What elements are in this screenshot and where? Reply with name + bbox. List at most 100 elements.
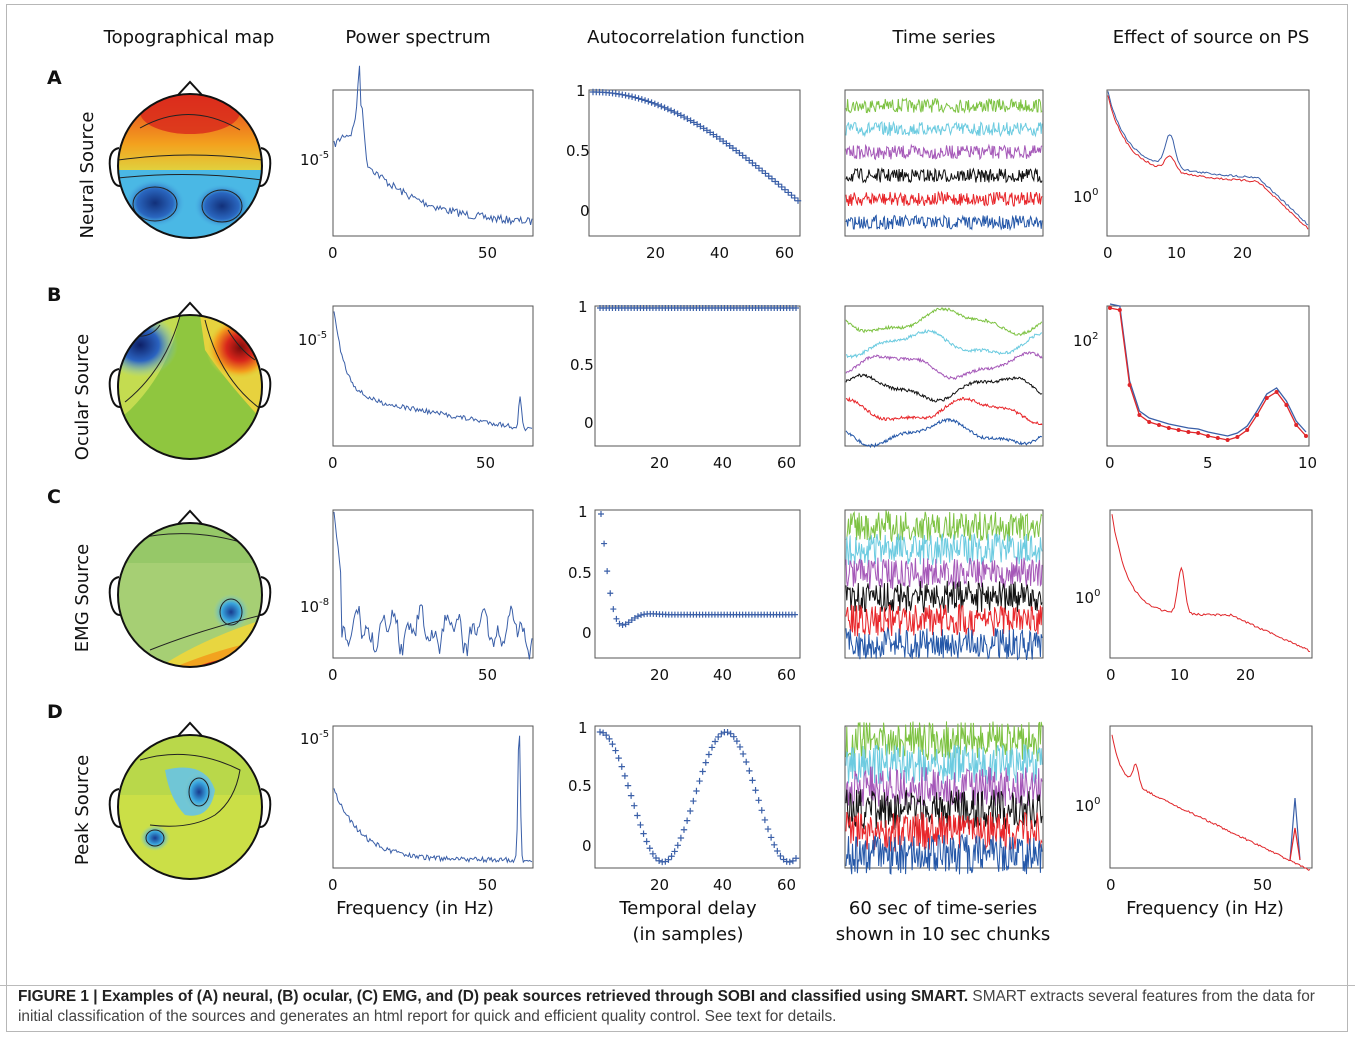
acf-d-marker: [603, 731, 610, 739]
acf-b-ytick-0: 0: [584, 414, 594, 432]
eff-frame-c: [1109, 509, 1313, 659]
ps-d-trace: [333, 735, 533, 864]
acf-d-marker: [715, 733, 722, 741]
acf-a-marker: [710, 131, 717, 138]
row-label-neural: Neural Source: [77, 112, 98, 239]
acf-d-marker: [671, 848, 678, 855]
acf-d-marker: [764, 825, 772, 833]
eff-b-red-dot: [1186, 430, 1191, 434]
acf-d-xtick-60: 60: [777, 876, 796, 894]
ps-frame-d: [332, 725, 534, 869]
acf-d-marker: [609, 740, 616, 748]
acf-c-xtick-40: 40: [713, 666, 732, 684]
eff-b-red-dot: [1196, 431, 1201, 435]
ts-b-series-3: [845, 373, 1043, 403]
figure-caption: FIGURE 1 | Examples of (A) neural, (B) o…: [18, 987, 1338, 1027]
acf-d-marker: [708, 744, 716, 751]
ts-d-series-5: [845, 833, 1043, 875]
acf-b-marker: [793, 305, 799, 311]
acf-c-marker: [638, 612, 645, 619]
acf-a-marker: [700, 125, 707, 132]
acf-a-marker: [687, 117, 694, 124]
eff-c-ytick: 100: [1075, 588, 1100, 607]
ts-a-series-4: [845, 190, 1043, 207]
acf-xlabel-line1: Temporal delay: [618, 898, 757, 919]
eff-c-xtick-0: 0: [1106, 666, 1116, 684]
acf-d-marker: [752, 787, 759, 794]
ps-b-trace: [333, 311, 533, 432]
ts-d-series-0: [845, 721, 1043, 762]
acf-a-marker: [732, 147, 740, 154]
eff-d-blue-peak: [1289, 797, 1301, 861]
eff-frame-a: [1106, 89, 1310, 237]
acf-b-xtick-40: 40: [713, 454, 732, 472]
eff-b-red-dot: [1206, 434, 1210, 438]
ps-xlabel: Frequency (in Hz): [336, 898, 494, 919]
acf-a-marker: [658, 103, 665, 110]
topo-map-emg: [108, 509, 272, 668]
acf-d-marker: [621, 772, 629, 780]
acf-d-marker: [615, 754, 622, 762]
acf-a-marker: [645, 98, 652, 105]
eff-b-red-dot: [1166, 426, 1171, 430]
acf-b-ytick-05: 0.5: [570, 356, 594, 374]
acf-a-xtick-20: 20: [646, 244, 665, 262]
eff-c-red: [1111, 514, 1311, 653]
eff-b-red-dot: [1255, 413, 1259, 417]
eff-b-red-dot: [1284, 403, 1289, 407]
acf-d-marker: [643, 838, 650, 845]
ts-d-series-3: [845, 789, 1043, 830]
eff-b-red-dot: [1108, 306, 1112, 310]
acf-d-marker: [739, 750, 747, 758]
acf-a-marker: [651, 100, 659, 107]
acf-frame-c: [594, 509, 801, 659]
figure-frame: [6, 4, 1348, 1032]
ps-frame-b: [332, 305, 534, 447]
eff-d-xtick-0: 0: [1106, 876, 1116, 894]
eff-b-red-dot: [1274, 390, 1279, 394]
row-labels: A B C D Neural Source Ocular Source EMG …: [47, 67, 98, 865]
acf-d-marker: [612, 747, 619, 754]
row-letter-b: B: [47, 284, 61, 306]
ps-a-trace: [333, 65, 533, 226]
ts-b-series-0: [845, 307, 1043, 337]
ts-c-series-0: [845, 510, 1043, 542]
acf-c-ytick-1: 1: [578, 503, 588, 521]
acf-c-marker: [634, 613, 641, 620]
eff-b-red-dot: [1225, 438, 1230, 442]
acf-a-marker: [638, 96, 646, 103]
ts-b-series-1: [846, 328, 1043, 360]
acf-a-marker: [759, 167, 766, 174]
ts-c-series-5: [845, 626, 1043, 661]
acf-c-marker: [607, 590, 614, 597]
acf-d-marker: [727, 730, 734, 737]
eff-b-red-dot: [1176, 428, 1181, 432]
ps-b-xtick-50: 50: [476, 454, 495, 472]
eff-b-blue: [1109, 303, 1307, 437]
ps-frame-c: [332, 509, 534, 659]
acf-c-marker: [631, 614, 638, 621]
eff-b-red-dot: [1294, 423, 1299, 427]
acf-a-marker: [664, 105, 672, 113]
acf-a-marker: [619, 91, 626, 98]
row-letter-c: C: [47, 486, 61, 508]
eff-d-ytick: 100: [1075, 796, 1100, 815]
ps-d-xtick-50: 50: [478, 876, 497, 894]
ts-c-series-1: [845, 533, 1043, 566]
acf-d-marker: [624, 782, 632, 789]
acf-c-marker: [601, 540, 608, 547]
row-label-ocular: Ocular Source: [72, 334, 93, 460]
ts-b-series-5: [845, 417, 1043, 449]
acf-d-marker: [771, 841, 778, 848]
acf-a-marker: [752, 162, 759, 169]
ps-c-xtick-0: 0: [328, 666, 338, 684]
column-titles: Topographical map Power spectrum Autocor…: [103, 27, 1310, 48]
ts-a-series-1: [845, 120, 1043, 138]
eff-a-red: [1107, 95, 1309, 230]
eff-a-blue: [1107, 91, 1309, 226]
eff-b-xtick-5: 5: [1203, 454, 1213, 472]
acf-c-marker: [616, 620, 623, 627]
axis-titles: Frequency (in Hz) Temporal delay (in sam…: [336, 898, 1284, 945]
acf-c-xtick-20: 20: [650, 666, 669, 684]
acf-a-marker: [778, 183, 785, 191]
